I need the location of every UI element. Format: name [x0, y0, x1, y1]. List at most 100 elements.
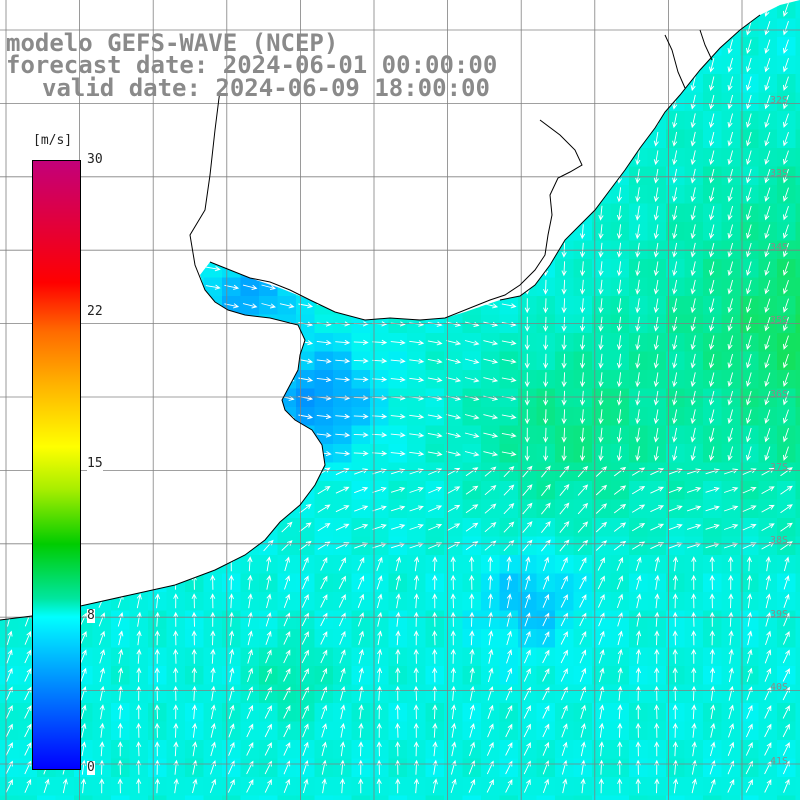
wind-arrow — [154, 593, 161, 609]
wind-arrow — [746, 353, 752, 369]
wind-arrow — [131, 358, 147, 364]
wind-speed-cell — [203, 388, 223, 408]
wind-arrow — [131, 136, 147, 142]
wind-arrow — [24, 649, 32, 664]
wind-arrow — [413, 648, 419, 664]
wind-arrow — [542, 612, 550, 627]
wind-arrow — [427, 451, 443, 457]
wind-speed-cell — [388, 148, 408, 168]
wind-arrow — [501, 173, 517, 179]
wind-arrow — [727, 150, 734, 166]
wind-arrow — [764, 39, 771, 54]
wind-arrow — [635, 685, 641, 701]
wind-arrow — [168, 117, 184, 124]
wind-arrow — [173, 685, 179, 701]
wind-speed-cell — [111, 259, 131, 279]
wind-arrow — [446, 155, 462, 161]
wind-arrow — [579, 94, 586, 110]
wind-speed-cell — [185, 222, 205, 242]
wind-speed-cell — [240, 370, 260, 390]
wind-arrow — [132, 486, 146, 494]
wind-speed-cell — [0, 351, 20, 371]
wind-arrow — [80, 649, 87, 664]
wind-speed-cell — [555, 0, 575, 20]
wind-speed-cell — [425, 795, 445, 800]
wind-arrow — [483, 44, 499, 50]
wind-arrow — [168, 376, 184, 383]
wind-arrow — [173, 611, 179, 627]
wind-arrow — [561, 390, 567, 406]
wind-arrow — [595, 503, 608, 514]
wind-arrow — [446, 486, 461, 494]
wind-arrow — [728, 593, 734, 609]
wind-arrow — [464, 377, 480, 383]
wind-arrow — [98, 575, 106, 590]
wind-arrow — [205, 284, 221, 290]
wind-arrow — [524, 427, 530, 443]
wind-arrow — [117, 575, 124, 590]
wind-speed-cell — [203, 407, 223, 427]
wind-arrow — [210, 556, 216, 572]
wind-arrow — [635, 667, 642, 683]
wind-arrow — [764, 168, 771, 184]
wind-arrow — [432, 685, 438, 701]
wind-arrow — [99, 741, 105, 757]
wind-speed-cell — [444, 277, 464, 297]
wind-speed-cell — [610, 74, 630, 94]
wind-arrow — [728, 648, 734, 664]
wind-speed-cell — [296, 203, 316, 223]
wind-arrow — [501, 266, 517, 272]
wind-arrow — [672, 131, 678, 147]
wind-arrow — [782, 168, 789, 184]
wind-speed-cell — [259, 425, 279, 445]
wind-speed-cell — [370, 277, 390, 297]
wind-arrow — [409, 136, 425, 142]
wind-arrow — [168, 339, 184, 346]
wind-arrow — [43, 778, 50, 794]
wind-arrow — [598, 150, 604, 166]
wind-arrow — [524, 224, 530, 240]
wind-arrow — [390, 154, 406, 161]
wind-arrow — [170, 503, 182, 514]
wind-speed-cell — [296, 0, 316, 20]
wind-arrow — [728, 611, 734, 627]
wind-speed-cell — [240, 333, 260, 353]
wind-arrow — [543, 168, 549, 184]
wind-arrow — [446, 414, 462, 420]
wind-speed-cell — [536, 129, 556, 149]
wind-speed-cell — [795, 296, 800, 316]
wind-arrow — [709, 224, 715, 239]
wind-speed-cell — [222, 499, 242, 519]
wind-speed-cell — [222, 148, 242, 168]
wind-arrow — [316, 155, 332, 161]
wind-arrow — [173, 667, 179, 683]
wind-arrow — [709, 150, 715, 165]
wind-speed-cell — [573, 37, 593, 57]
wind-arrow — [524, 2, 530, 18]
wind-arrow — [709, 131, 715, 147]
wind-speed-cell — [536, 0, 556, 20]
wind-arrow — [782, 242, 789, 258]
wind-speed-cell — [92, 425, 112, 445]
wind-arrow — [542, 593, 550, 608]
wind-arrow — [263, 502, 274, 515]
wind-arrow — [505, 704, 513, 719]
wind-arrow — [690, 168, 696, 184]
wind-speed-cell — [684, 37, 704, 57]
wind-arrow — [168, 210, 184, 216]
wind-arrow — [690, 427, 696, 443]
wind-speed-cell — [148, 407, 168, 427]
wind-arrow — [728, 685, 734, 701]
wind-arrow — [210, 722, 216, 738]
wind-speed-cell — [129, 407, 149, 427]
wind-arrow — [654, 722, 660, 738]
wind-arrow — [483, 192, 499, 198]
colorbar-tick-22: 22 — [87, 304, 103, 319]
wind-arrow — [261, 321, 277, 327]
wind-arrow — [469, 722, 475, 738]
wind-arrow — [432, 704, 438, 720]
wind-speed-cell — [425, 18, 445, 38]
wind-arrow — [264, 778, 272, 793]
wind-arrow — [746, 446, 752, 462]
wind-arrow — [483, 7, 499, 13]
